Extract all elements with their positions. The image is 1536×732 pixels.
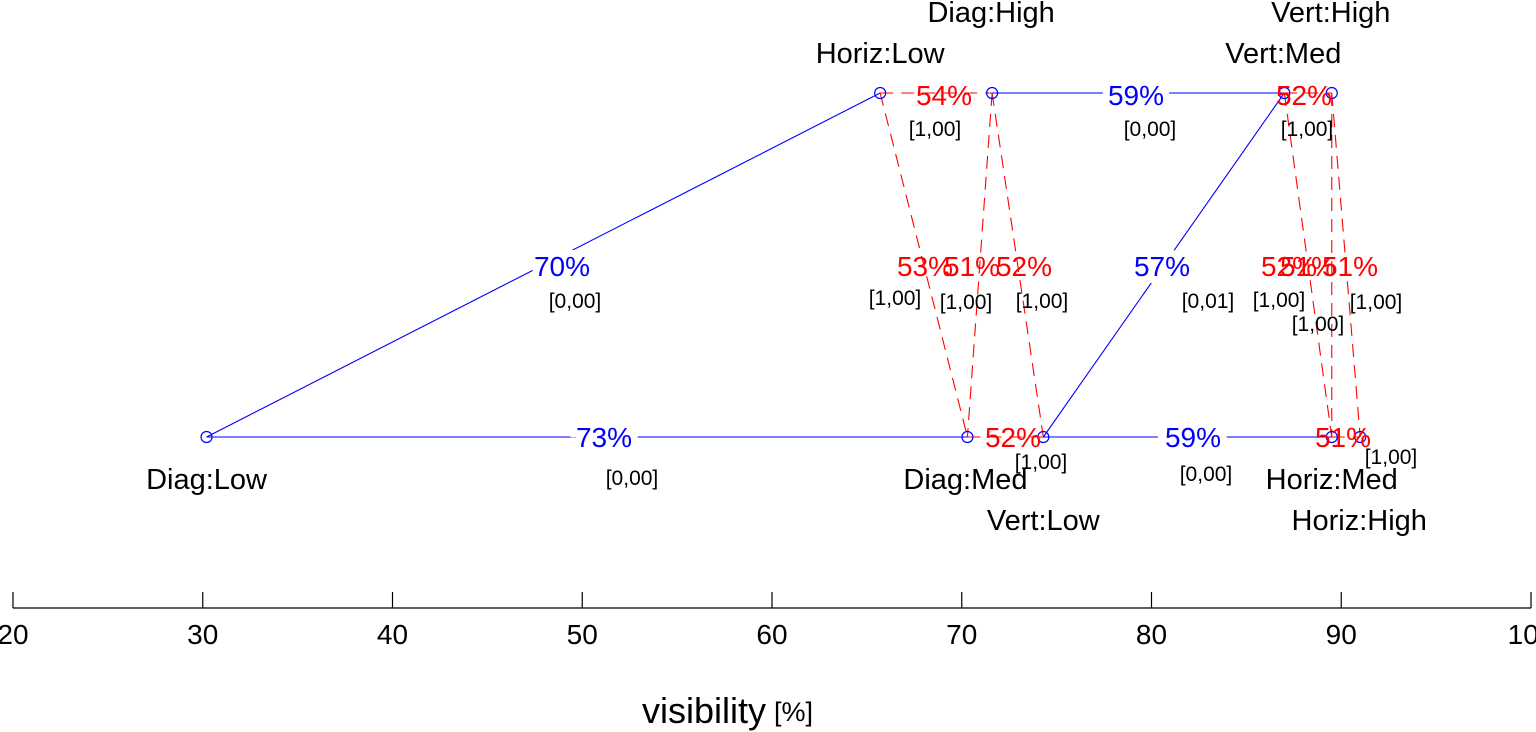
comparison-pvalue-diag_high-vert_low: [1,00] [1016, 290, 1069, 313]
x-tick-label-40: 40 [377, 619, 408, 650]
condition-label-diag_med: Diag:Med [903, 464, 1027, 496]
x-axis-ticks: 20 30 40 50 60 70 80 90 100 [0, 592, 1536, 650]
comparison-pvalue-vert_med-horiz_med: [1,00] [1253, 289, 1306, 312]
comparison-line-vert_low-vert_med [1042, 92, 1285, 438]
comparison-percent-horiz_med-horiz_high: 51% [1280, 251, 1336, 282]
comparison-pvalue-diag_high-vert_med: [0,00] [1124, 118, 1177, 141]
condition-point-diag_high [986, 86, 999, 100]
comparison-pvalue-diag_low-horiz_low: [0,00] [549, 290, 602, 313]
comparison-percent-vert_low-vert_med: 57% [1134, 251, 1190, 282]
comparison-percent-labels: 70% [0,00] 73% [0,00] 54% [1,00] 59% [0,00] 53% [… [527, 73, 1418, 490]
condition-label-vert_med: Vert:Med [1225, 38, 1341, 70]
condition-label-horiz_med: Horiz:Med [1266, 464, 1398, 496]
condition-label-diag_low: Diag:Low [146, 464, 268, 496]
comparison-line-diag_high-vert_low [991, 92, 1044, 438]
condition-label-horiz_high: Horiz:High [1292, 505, 1427, 537]
condition-labels: Diag:Low Diag:Med Diag:High Horiz:Low Horiz:… [146, 0, 1427, 537]
comparison-percent-vert_high-horiz_med: 51% [1322, 251, 1378, 282]
comparison-pvalue-vert_low-horiz_med: [0,00] [1180, 463, 1233, 486]
comparison-percent-diag_high-diag_med: 51% [944, 251, 1000, 282]
condition-point-diag_med [961, 430, 974, 444]
condition-label-vert_high: Vert:High [1271, 0, 1390, 29]
comparison-percent-diag_high-vert_low: 52% [996, 251, 1052, 282]
comparison-line-diag_high-diag_med [966, 92, 993, 438]
comparison-pvalue-horiz_low-diag_high: [1,00] [909, 118, 962, 141]
x-axis: 20 30 40 50 60 70 80 90 100 [0, 592, 1536, 650]
comparison-pvalue-diag_high-diag_med: [1,00] [940, 291, 993, 314]
comparison-percent-horiz_low-diag_med: 53% [897, 251, 953, 282]
comparison-pvalue-vert_low-vert_med: [0,01] [1182, 290, 1235, 313]
x-tick-label-30: 30 [187, 619, 218, 650]
x-tick-label-80: 80 [1136, 619, 1167, 650]
comparison-percent-vert_high-horiz_high: 51% [1315, 422, 1371, 453]
x-axis-unit: [%] [774, 697, 813, 727]
x-tick-label-100: 100 [1508, 619, 1536, 650]
condition-point-vert_med [1278, 86, 1291, 100]
comparison-line-vert_med-horiz_med [1283, 92, 1333, 438]
x-tick-label-50: 50 [567, 619, 598, 650]
x-axis-label: visibility [642, 690, 766, 731]
comparison-percent-diag_low-diag_med: 73% [576, 422, 632, 453]
condition-points [200, 86, 1367, 444]
condition-label-horiz_low: Horiz:Low [816, 38, 946, 70]
comparison-pvalue-horiz_med-horiz_high: [1,00] [1292, 313, 1345, 336]
comparison-pvalue-diag_low-diag_med: [0,00] [606, 467, 659, 490]
comparison-percent-diag_high-vert_med: 59% [1108, 80, 1164, 111]
x-tick-label-60: 60 [756, 619, 787, 650]
comparison-lines [206, 92, 1361, 438]
comparison-pvalue-diag_med-vert_low: [1,00] [1015, 451, 1068, 474]
comparison-line-horiz_low-diag_med [879, 92, 968, 438]
condition-label-vert_low: Vert:Low [987, 505, 1101, 537]
condition-point-horiz_med [1325, 430, 1338, 444]
x-tick-label-70: 70 [946, 619, 977, 650]
comparison-pvalue-vert_med-vert_high: [1,00] [1281, 118, 1334, 141]
condition-point-vert_high [1325, 86, 1338, 100]
condition-point-vert_low [1037, 430, 1050, 444]
comparison-pvalue-horiz_low-diag_med: [1,00] [869, 287, 922, 310]
condition-label-diag_high: Diag:High [927, 0, 1054, 29]
comparison-percent-vert_low-horiz_med: 59% [1165, 422, 1221, 453]
comparison-percent-horiz_low-diag_high: 54% [916, 80, 972, 111]
comparison-percent-vert_med-vert_high: 52% [1276, 80, 1332, 111]
condition-point-diag_low [200, 430, 213, 444]
comparison-pvalue-vert_high-horiz_med: [1,00] [1350, 291, 1403, 314]
x-tick-label-90: 90 [1326, 619, 1357, 650]
condition-point-horiz_low [874, 86, 887, 100]
x-tick-label-20: 20 [0, 619, 29, 650]
comparison-line-vert_high-horiz_high [1331, 92, 1361, 438]
comparison-percent-diag_low-horiz_low: 70% [534, 251, 590, 282]
comparison-percent-diag_med-vert_low: 52% [985, 422, 1041, 453]
condition-point-horiz_high [1354, 430, 1367, 444]
comparison-line-diag_low-horiz_low [206, 92, 881, 438]
comparison-percent-vert_med-horiz_med: 52% [1261, 251, 1317, 282]
comparison-pvalue-vert_high-horiz_high: [1,00] [1365, 446, 1418, 469]
